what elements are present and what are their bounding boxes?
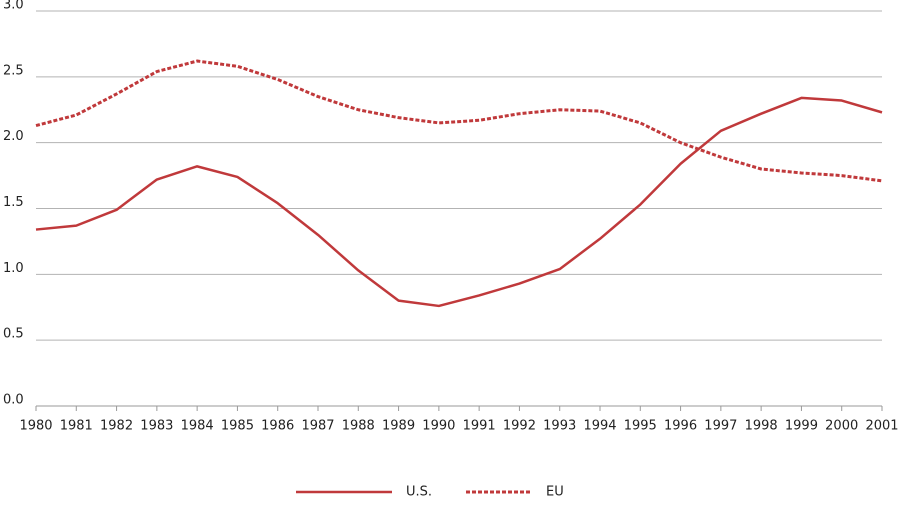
x-tick-label: 1998 bbox=[745, 419, 778, 434]
x-tick-label: 1982 bbox=[100, 419, 133, 434]
x-tick-label: 1988 bbox=[342, 419, 375, 434]
x-tick-label: 1989 bbox=[382, 419, 415, 434]
x-tick-label: 1995 bbox=[624, 419, 657, 434]
x-tick-label: 1996 bbox=[664, 419, 697, 434]
x-tick-label: 1999 bbox=[785, 419, 818, 434]
x-tick-label: 1981 bbox=[60, 419, 93, 434]
y-tick-label: 1.5 bbox=[3, 195, 24, 210]
x-tick-label: 1984 bbox=[181, 419, 214, 434]
x-tick-label: 1983 bbox=[140, 419, 173, 434]
y-tick-label: 0.5 bbox=[3, 327, 24, 342]
x-tick-label: 1980 bbox=[19, 419, 52, 434]
x-tick-label: 2001 bbox=[865, 419, 898, 434]
x-tick-label: 1997 bbox=[704, 419, 737, 434]
y-tick-label: 0.0 bbox=[3, 393, 24, 408]
x-tick-label: 1994 bbox=[583, 419, 616, 434]
x-tick-label: 1992 bbox=[503, 419, 536, 434]
x-tick-label: 1993 bbox=[543, 419, 576, 434]
y-tick-label: 3.0 bbox=[3, 0, 24, 13]
y-tick-label: 1.0 bbox=[3, 261, 24, 276]
legend-label: EU bbox=[546, 485, 564, 500]
y-tick-label: 2.5 bbox=[3, 63, 24, 78]
x-tick-label: 2000 bbox=[825, 419, 858, 434]
y-tick-label: 2.0 bbox=[3, 129, 24, 144]
x-tick-label: 1991 bbox=[463, 419, 496, 434]
x-tick-label: 1985 bbox=[221, 419, 254, 434]
legend-label: U.S. bbox=[406, 485, 432, 500]
x-tick-label: 1990 bbox=[422, 419, 455, 434]
series-line bbox=[35, 59, 883, 183]
series-line bbox=[35, 96, 883, 308]
x-tick-label: 1987 bbox=[301, 419, 334, 434]
x-tick-label: 1986 bbox=[261, 419, 294, 434]
